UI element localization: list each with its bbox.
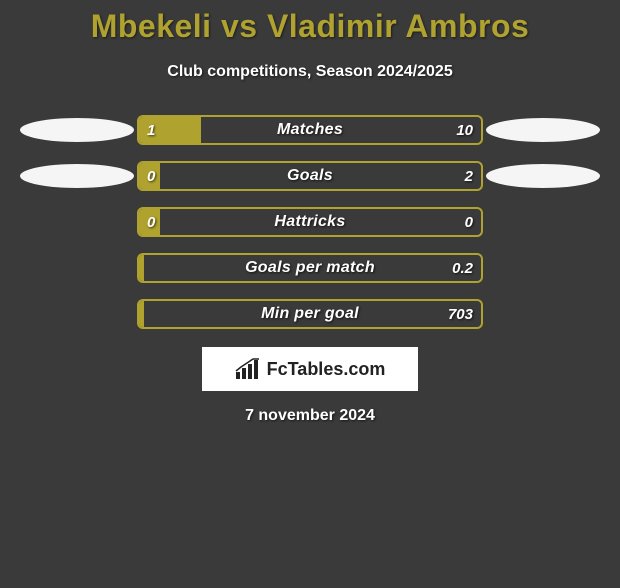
brand-logo[interactable]: FcTables.com (202, 347, 418, 391)
stat-bar: 1 Matches 10 (137, 115, 483, 145)
right-badge-slot (483, 118, 603, 142)
comparison-chart: 1 Matches 10 0 Goals 2 0 Hattricks 0 (0, 115, 620, 329)
brand-name: FcTables.com (267, 359, 386, 380)
stat-label: Goals (139, 163, 481, 189)
left-badge-slot (17, 164, 137, 188)
player-badge-left (20, 164, 134, 188)
footer-date: 7 november 2024 (0, 407, 620, 425)
stat-bar: 0 Goals 2 (137, 161, 483, 191)
stat-label: Hattricks (139, 209, 481, 235)
stat-label: Goals per match (139, 255, 481, 281)
stat-row: 0 Hattricks 0 (0, 207, 620, 237)
stat-bar: Goals per match 0.2 (137, 253, 483, 283)
chart-bars-icon (235, 358, 261, 380)
stat-value-right: 0 (465, 209, 473, 235)
stat-value-right: 703 (448, 301, 473, 327)
stat-label: Min per goal (139, 301, 481, 327)
player-badge-right (486, 164, 600, 188)
stat-row: Goals per match 0.2 (0, 253, 620, 283)
left-badge-slot (17, 118, 137, 142)
stat-value-right: 10 (456, 117, 473, 143)
right-badge-slot (483, 164, 603, 188)
subtitle: Club competitions, Season 2024/2025 (0, 63, 620, 81)
stat-row: 0 Goals 2 (0, 161, 620, 191)
stat-label: Matches (139, 117, 481, 143)
player-badge-right (486, 118, 600, 142)
stat-bar: 0 Hattricks 0 (137, 207, 483, 237)
stat-value-right: 2 (465, 163, 473, 189)
stat-row: 1 Matches 10 (0, 115, 620, 145)
stat-row: Min per goal 703 (0, 299, 620, 329)
stat-value-right: 0.2 (452, 255, 473, 281)
stat-bar: Min per goal 703 (137, 299, 483, 329)
page-title: Mbekeli vs Vladimir Ambros (0, 8, 620, 45)
player-badge-left (20, 118, 134, 142)
